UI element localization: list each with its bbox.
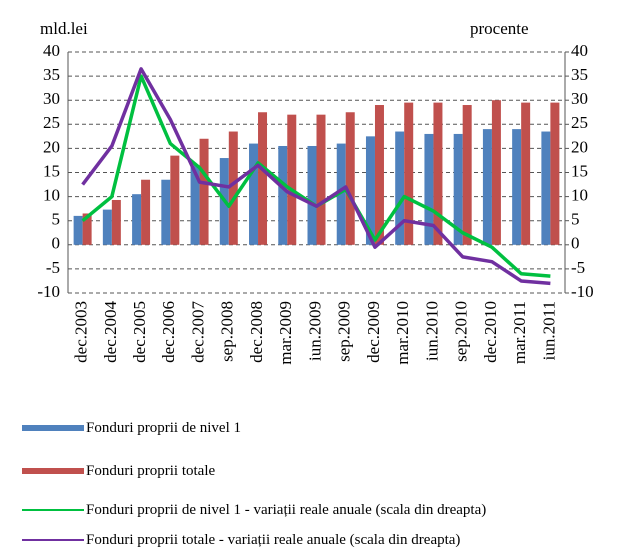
x-tick-label: mar.2011 bbox=[510, 301, 529, 364]
y-axis-label: mld.lei bbox=[40, 19, 88, 38]
y2-tick-label: 20 bbox=[571, 137, 588, 156]
bar bbox=[258, 112, 268, 245]
bar bbox=[287, 114, 297, 245]
y-tick-label: 35 bbox=[43, 65, 60, 84]
bar bbox=[491, 100, 501, 245]
y-tick-label: 40 bbox=[43, 41, 60, 60]
y2-tick-label: 25 bbox=[571, 113, 588, 132]
line bbox=[81, 67, 551, 286]
bar bbox=[82, 213, 92, 245]
bar bbox=[228, 131, 238, 245]
chart: mld.lei procente -10 -5 0 5 10 15 20 25 30 35 40 -1… bbox=[37, 19, 594, 365]
y-tick-label: 30 bbox=[43, 89, 60, 108]
y-tick-label: 10 bbox=[43, 186, 60, 205]
bar bbox=[462, 105, 472, 245]
y-tick-label: -10 bbox=[37, 282, 60, 301]
bar bbox=[161, 179, 171, 245]
legend-item: Fonduri proprii totale - variații reale … bbox=[22, 532, 622, 548]
x-tick-label: dec.2005 bbox=[130, 301, 149, 363]
bar bbox=[316, 114, 326, 245]
bar bbox=[521, 102, 531, 245]
legend-swatch bbox=[22, 425, 84, 431]
y-tick-label: 5 bbox=[52, 210, 61, 229]
bar bbox=[199, 138, 209, 245]
legend-label: Fonduri proprii totale - variații reale … bbox=[86, 532, 461, 548]
y2-tick-label: -5 bbox=[571, 258, 585, 277]
bar bbox=[73, 215, 83, 245]
legend-swatch bbox=[22, 468, 84, 474]
y-tick-label: 15 bbox=[43, 161, 60, 180]
bar bbox=[365, 136, 375, 245]
x-tick-label: dec.2008 bbox=[247, 301, 266, 363]
x-tick-label: dec.2006 bbox=[159, 301, 178, 363]
x-tick-label: dec.2009 bbox=[364, 301, 383, 363]
bar bbox=[404, 102, 414, 245]
y2-tick-label: 10 bbox=[571, 186, 588, 205]
bar bbox=[141, 179, 151, 245]
legend-item: Fonduri proprii totale bbox=[22, 463, 622, 479]
bar bbox=[433, 102, 443, 245]
x-tick-label: mar.2010 bbox=[393, 301, 412, 365]
legend-swatch bbox=[22, 509, 84, 511]
y2-tick-label: 30 bbox=[571, 89, 588, 108]
legend-label: Fonduri proprii de nivel 1 bbox=[86, 420, 241, 436]
bar bbox=[482, 129, 492, 245]
bar bbox=[111, 199, 121, 245]
y-tick-label: 25 bbox=[43, 113, 60, 132]
x-tick-label: iun.2010 bbox=[422, 301, 441, 361]
y2-tick-label: -10 bbox=[571, 282, 594, 301]
x-tick-label: sep.2009 bbox=[335, 301, 354, 362]
legend-swatch bbox=[22, 539, 84, 541]
bar bbox=[102, 209, 112, 245]
y2-tick-label: 35 bbox=[571, 65, 588, 84]
bar bbox=[132, 194, 142, 245]
bar bbox=[190, 165, 200, 245]
legend-label: Fonduri proprii de nivel 1 - variații re… bbox=[86, 502, 487, 518]
x-tick-label: sep.2010 bbox=[452, 301, 471, 362]
bar bbox=[249, 143, 259, 245]
bar bbox=[550, 102, 560, 245]
x-tick-label: dec.2010 bbox=[481, 301, 500, 363]
x-tick-label: iun.2011 bbox=[539, 301, 558, 360]
x-tick-label: mar.2009 bbox=[276, 301, 295, 365]
y-tick-label: -5 bbox=[46, 258, 60, 277]
y2-axis-label: procente bbox=[470, 19, 529, 38]
y-tick-label: 20 bbox=[43, 137, 60, 156]
y2-tick-label: 5 bbox=[571, 210, 580, 229]
legend-label: Fonduri proprii totale bbox=[86, 463, 216, 479]
y-tick-label: 0 bbox=[52, 234, 61, 253]
bar bbox=[424, 133, 434, 245]
bar bbox=[170, 155, 180, 245]
y2-tick-label: 0 bbox=[571, 234, 580, 253]
bar bbox=[336, 143, 346, 245]
bar bbox=[345, 112, 355, 245]
bar bbox=[541, 131, 551, 245]
x-tick-label: dec.2003 bbox=[72, 301, 91, 363]
x-tick-label: iun.2009 bbox=[305, 301, 324, 361]
bar bbox=[374, 105, 384, 245]
x-tick-label: dec.2004 bbox=[101, 301, 120, 363]
bar bbox=[453, 133, 463, 245]
y2-tick-label: 15 bbox=[571, 161, 588, 180]
x-tick-label: dec.2007 bbox=[188, 301, 207, 363]
legend-item: Fonduri proprii de nivel 1 bbox=[22, 420, 622, 436]
bar bbox=[512, 129, 522, 245]
bar bbox=[278, 145, 288, 245]
y2-tick-label: 40 bbox=[571, 41, 588, 60]
legend-item: Fonduri proprii de nivel 1 - variații re… bbox=[22, 502, 542, 518]
bar bbox=[307, 145, 317, 245]
bar bbox=[395, 131, 405, 245]
x-tick-label: sep.2008 bbox=[218, 301, 237, 362]
